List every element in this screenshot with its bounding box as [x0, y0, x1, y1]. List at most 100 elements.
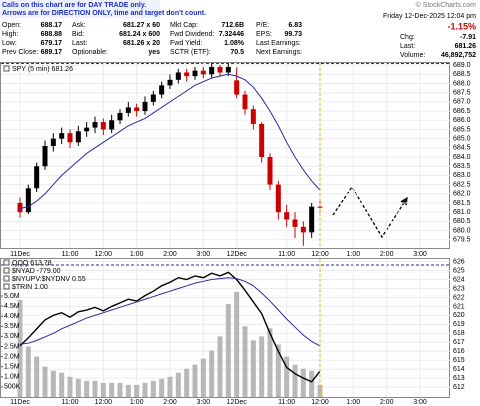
notice-box — [0, 0, 160, 18]
summary-value: 681.26 — [455, 43, 477, 50]
notice-line: Calls on this chart are for DAY TRADE on… — [2, 2, 146, 9]
chart-title: SPY (5 min) 681.26 — [12, 66, 73, 73]
y-tick-label: 687.5 — [453, 90, 471, 97]
volume-bar — [34, 356, 40, 397]
candle-body — [242, 94, 248, 110]
quote-label: EPS: — [256, 31, 272, 38]
y-tick-label: 682.0 — [453, 191, 471, 198]
volume-bar — [292, 364, 298, 397]
x-tick-label: 12:00 — [95, 399, 113, 406]
summary-label: Last: — [400, 43, 415, 50]
y2-tick-label: 3.0M — [4, 333, 20, 340]
y-tick-label: 688.5 — [453, 71, 471, 78]
date: Friday 12-Dec-2025 12:04 pm — [383, 13, 476, 20]
y-tick-label: 626 — [453, 258, 465, 265]
quote-value: 99.73 — [284, 31, 302, 38]
x-tick-label: 3:00 — [413, 251, 427, 258]
candle-body — [84, 127, 90, 132]
summary-value: -7.91 — [460, 34, 476, 41]
quote-label: Bid: — [72, 31, 84, 38]
legend-icon — [3, 267, 10, 274]
quote-value: 688.88 — [41, 31, 63, 38]
y2-tick-label: 1.5M — [4, 364, 20, 371]
y2-tick-label: 4.0M — [4, 313, 20, 320]
legend-entry: $NYAD -779.00 — [12, 268, 61, 275]
candle-body — [17, 202, 23, 213]
quote-value: 679.17 — [41, 40, 63, 47]
x-tick-label: 2:00 — [380, 399, 394, 406]
x-tick-label: 2:00 — [163, 399, 177, 406]
volume-bar — [25, 346, 31, 397]
y-tick-label: 681.5 — [453, 200, 471, 207]
quote-value: yes — [148, 49, 160, 56]
candle-body — [192, 70, 198, 77]
volume-bar — [250, 340, 256, 397]
x-tick-label: 12Dec — [227, 399, 248, 406]
candle-body — [225, 66, 231, 73]
y-tick-label: 620 — [453, 312, 465, 319]
legend-icon — [3, 65, 10, 72]
x-tick-label: 1:00 — [130, 399, 144, 406]
quote-value: 7.32446 — [219, 31, 244, 38]
quote-value: 681.24 x 600 — [119, 31, 160, 38]
y2-tick-label: 3.5M — [4, 323, 20, 330]
y-tick-label: 623 — [453, 285, 465, 292]
y2-tick-label: 5.0M — [4, 293, 20, 300]
volume-bar — [125, 384, 131, 397]
volume-bar — [17, 300, 23, 397]
y-tick-label: 685.5 — [453, 126, 471, 133]
y-tick-label: 616 — [453, 348, 465, 355]
volume-bar — [217, 336, 223, 397]
y-tick-label: 681.0 — [453, 209, 471, 216]
candle-body — [59, 133, 65, 139]
x-tick-label: 12:00 — [311, 251, 329, 258]
candle-body — [267, 157, 273, 185]
x-tick-label: 1:00 — [347, 251, 361, 258]
candle-body — [42, 145, 48, 167]
quote-label: Low: — [2, 40, 17, 47]
summary-value: 46,892,752 — [441, 52, 476, 59]
volume-bar — [159, 378, 165, 397]
y-tick-label: 689.0 — [453, 62, 471, 69]
moving-average — [19, 277, 321, 347]
volume-bar — [117, 382, 123, 397]
quote-label: Fwd Yield: — [170, 40, 202, 47]
volume-bar — [275, 344, 281, 397]
candle-body — [92, 122, 98, 128]
volume-bar — [150, 380, 156, 397]
y2-tick-label: 500K — [4, 384, 21, 391]
x-tick-label: 11Dec — [10, 251, 30, 258]
candle-body — [117, 112, 123, 121]
x-tick-label: 1:00 — [347, 399, 361, 406]
change-pct: -1.15% — [447, 21, 476, 31]
summary-label: Volume: — [400, 52, 425, 59]
volume-bar — [59, 372, 65, 397]
y-tick-label: 687.0 — [453, 99, 471, 106]
y-tick-label: 684.5 — [453, 145, 471, 152]
quote-label: Last Earnings: — [256, 40, 301, 47]
y-tick-label: 688.0 — [453, 80, 471, 87]
volume-bar — [167, 376, 173, 397]
y2-tick-label: 2.5M — [4, 343, 20, 350]
y-tick-label: 612 — [453, 384, 465, 391]
y-tick-label: 682.5 — [453, 181, 471, 188]
y-tick-label: 613 — [453, 375, 465, 382]
candle-body — [250, 109, 256, 124]
candle-body — [209, 66, 215, 75]
y-tick-label: 624 — [453, 276, 465, 283]
volume-bar — [284, 356, 290, 397]
candle-body — [275, 184, 281, 213]
candle-body — [159, 85, 165, 95]
legend-icon — [3, 283, 10, 290]
volume-bar — [42, 366, 48, 397]
y-tick-label: 618 — [453, 330, 465, 337]
candle-body — [67, 133, 73, 143]
volume-bar — [84, 380, 90, 397]
legend-entry: $TRIN 1.00 — [12, 284, 48, 291]
volume-bar — [309, 370, 315, 397]
legend-icon — [3, 259, 10, 266]
y-tick-label: 617 — [453, 339, 465, 346]
candle-body — [259, 123, 265, 158]
candle-body — [75, 131, 81, 143]
